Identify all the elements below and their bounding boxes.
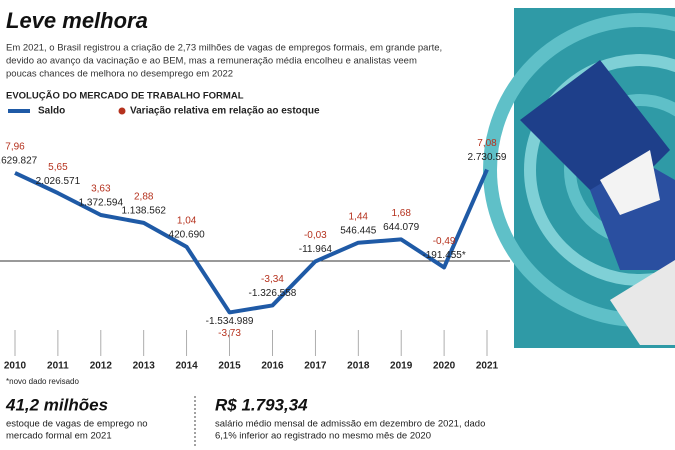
data-label: 546.445 bbox=[340, 225, 377, 236]
title: Leve melhora bbox=[6, 8, 148, 33]
figure: R$ 1.793,34 bbox=[215, 395, 308, 414]
x-tick-label: 2020 bbox=[433, 361, 456, 372]
figure-text: 6,1% inferior ao registrado no mesmo mês… bbox=[215, 431, 431, 442]
x-tick-label: 2010 bbox=[4, 361, 27, 372]
data-label: 2.629.827 bbox=[0, 156, 38, 167]
variation-label: -3,34 bbox=[261, 274, 284, 285]
data-label: -1.326.558 bbox=[249, 288, 297, 299]
data-label: 644.079 bbox=[383, 222, 420, 233]
legend-label: Saldo bbox=[38, 106, 65, 117]
note: *novo dado revisado bbox=[6, 377, 79, 386]
intro: Em 2021, o Brasil registrou a criação de… bbox=[6, 43, 442, 54]
variation-label: -0,03 bbox=[304, 230, 327, 241]
variation-label: -3,73 bbox=[218, 328, 241, 339]
data-label: 420.690 bbox=[169, 230, 206, 241]
x-tick-label: 2019 bbox=[390, 361, 413, 372]
x-tick-label: 2015 bbox=[218, 361, 241, 372]
variation-label: 7,08 bbox=[477, 138, 497, 149]
figure-text: estoque de vagas de emprego no bbox=[6, 419, 148, 430]
x-tick-label: 2018 bbox=[347, 361, 370, 372]
photo bbox=[483, 8, 675, 348]
line bbox=[14, 168, 489, 315]
variation-label: 1,44 bbox=[349, 211, 369, 222]
data-label: 1.372.594 bbox=[79, 198, 124, 209]
intro: poucas chances de melhora no desemprego … bbox=[6, 69, 233, 80]
chart-title: EVOLUÇÃO DO MERCADO DE TRABALHO FORMAL bbox=[6, 91, 244, 102]
legend-swatch bbox=[118, 107, 126, 115]
variation-label: 2,88 bbox=[134, 191, 154, 202]
x-tick-label: 2021 bbox=[476, 361, 499, 372]
data-label: -11.964 bbox=[299, 244, 333, 255]
x-tick-label: 2013 bbox=[133, 361, 156, 372]
x-tick-label: 2011 bbox=[47, 361, 69, 372]
x-tick-label: 2017 bbox=[304, 361, 327, 372]
data-label: 2.026.571 bbox=[36, 176, 81, 187]
data-label: 1.138.562 bbox=[121, 205, 166, 216]
figure: 41,2 milhões bbox=[5, 395, 108, 414]
variation-label: 1,04 bbox=[177, 216, 197, 227]
x-tick-label: 2016 bbox=[261, 361, 284, 372]
variation-label: -0,49 bbox=[433, 236, 456, 247]
variation-label: 3,63 bbox=[91, 184, 111, 195]
variation-label: 7,96 bbox=[5, 142, 25, 153]
variation-label: 1,68 bbox=[391, 208, 411, 219]
x-tick-label: 2014 bbox=[176, 361, 199, 372]
data-label: -191.455* bbox=[422, 250, 465, 261]
legend-label: Variação relativa em relação ao estoque bbox=[130, 106, 320, 117]
x-tick-label: 2012 bbox=[90, 361, 113, 372]
data-label: -1.534.989 bbox=[206, 316, 254, 327]
figure-text: mercado formal em 2021 bbox=[6, 431, 112, 442]
intro: devido ao avanço da vacinação e ao BEM, … bbox=[6, 56, 417, 67]
variation-label: 5,65 bbox=[48, 162, 68, 173]
data-label: 2.730.59 bbox=[468, 152, 507, 163]
figure-text: salário médio mensal de admissão em deze… bbox=[215, 419, 485, 430]
